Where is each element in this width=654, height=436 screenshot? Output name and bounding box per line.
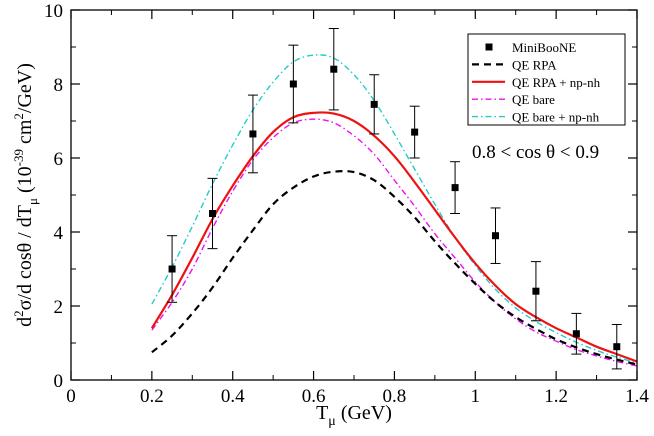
series-line-qe-rpa [151, 169, 638, 366]
data-point-miniboone [532, 287, 540, 295]
data-point-miniboone [370, 100, 378, 108]
legend-label-qe-bare-np-nh: QE bare + np-nh [512, 110, 600, 125]
x-tick-label: 0.6 [302, 386, 326, 407]
x-tick-label: 0.8 [383, 386, 407, 407]
x-tick-label: 0.2 [140, 386, 164, 407]
legend: MiniBooNE QE RPA QE RPA + np-nh QE bare QE b… [467, 33, 626, 126]
x-tick-label: 1.2 [544, 386, 568, 407]
legend-label-qe-rpa: QE RPA [512, 57, 557, 72]
legend-label-miniboone: MiniBooNE [512, 40, 576, 55]
y-tick-label: 8 [54, 75, 64, 96]
data-point-miniboone [451, 184, 459, 192]
x-tick-label: 0 [66, 386, 76, 407]
plot-area [150, 28, 638, 370]
x-tick-label: 1 [471, 386, 481, 407]
y-tick-label: 2 [54, 297, 64, 318]
x-axis-title: Tμ (GeV) [316, 402, 392, 429]
y-tick-label: 0 [54, 371, 64, 392]
data-point-miniboone [492, 232, 499, 240]
legend-label-qe-bare: QE bare [512, 92, 555, 107]
legend-label-qe-rpa-np-nh: QE RPA + np-nh [512, 75, 601, 90]
series-line-qe-rpa-np-nh [150, 111, 638, 363]
data-point-miniboone [209, 210, 216, 217]
data-point-miniboone [249, 130, 257, 138]
data-point-miniboone [572, 330, 580, 338]
y-tick-label: 4 [54, 223, 64, 244]
y-tick-label: 6 [54, 149, 64, 170]
data-point-miniboone [330, 65, 338, 73]
series-line-qe-bare-np-nh [151, 54, 638, 364]
y-tick-label: 10 [44, 1, 63, 22]
x-tick-label: 1.4 [625, 386, 649, 407]
axis-ticks: 0 0.2 0.4 0.6 0.8 1 1.2 1.4 0 2 4 6 8 10 [44, 1, 649, 407]
data-point-miniboone [289, 80, 297, 88]
y-axis-title: d2σ/d cosθ / dTμ (10-39 cm2/GeV) [11, 63, 40, 327]
legend-box [467, 33, 626, 126]
series-line-qe-bare [151, 118, 638, 367]
data-point-miniboone [411, 128, 419, 136]
cos-theta-range-annotation: 0.8 < cos θ < 0.9 [472, 142, 599, 163]
x-tick-label: 0.4 [221, 386, 245, 407]
data-point-miniboone [168, 265, 176, 273]
legend-marker-miniboone [485, 43, 493, 51]
data-point-miniboone [613, 343, 621, 351]
